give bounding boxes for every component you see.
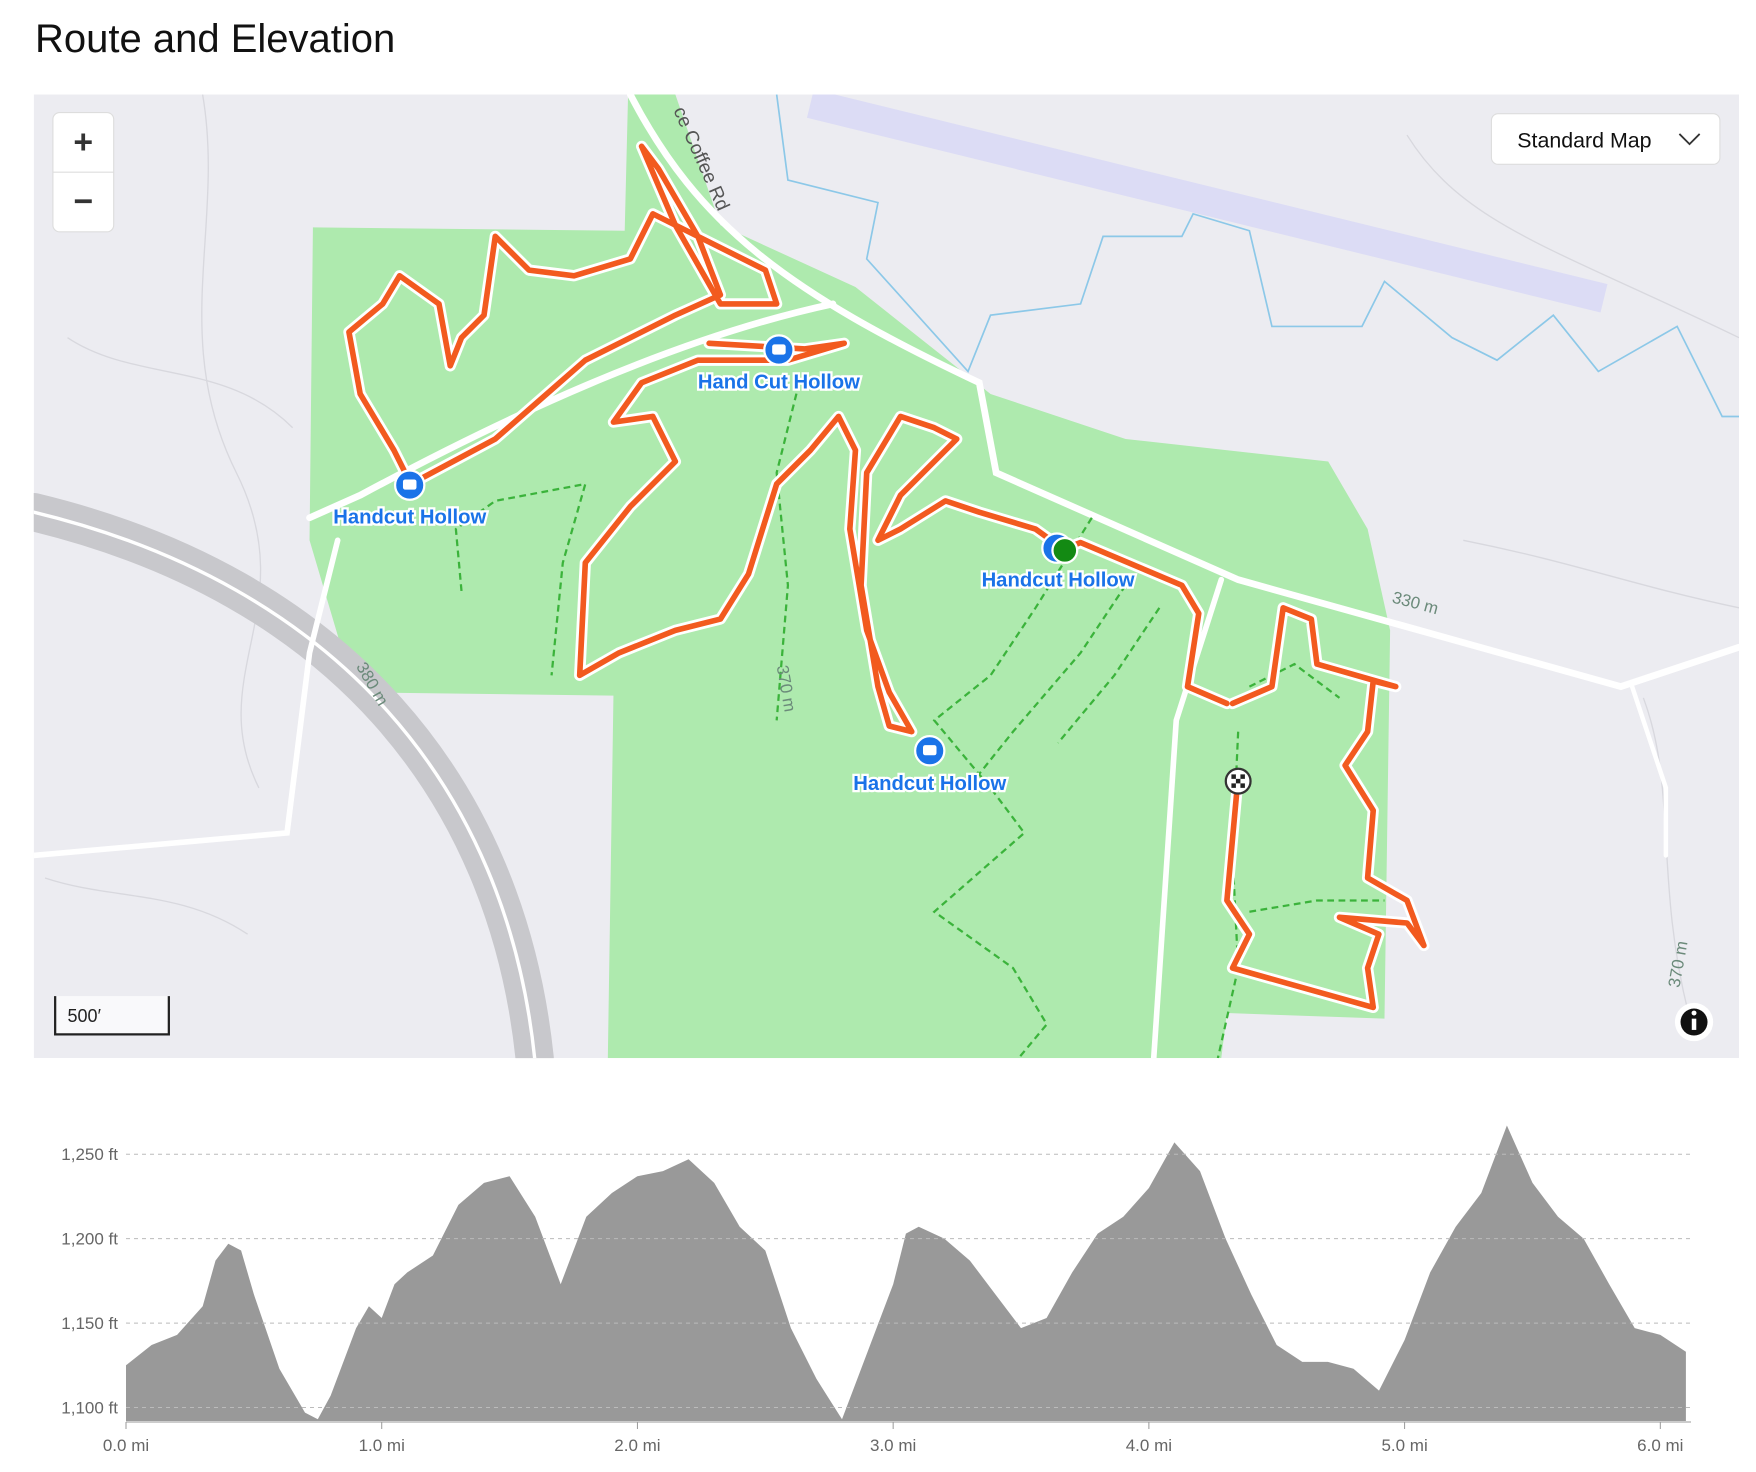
x-tick-label: 2.0 mi <box>614 1436 660 1455</box>
zoom-out[interactable]: − <box>73 183 93 221</box>
map-type-dropdown[interactable] <box>1490 113 1721 165</box>
roads <box>33 94 1740 1059</box>
x-tick-label: 3.0 mi <box>870 1436 916 1455</box>
map: 330 m 380 m 370 m 370 m ce Coffee Rd Han… <box>33 94 1740 1059</box>
trails <box>454 382 1385 1059</box>
zoom-controls: + − <box>52 111 115 233</box>
page-title: Route and Elevation <box>35 17 395 61</box>
waypoint-label: Handcut Hollow <box>982 569 1135 591</box>
stream <box>775 94 1740 418</box>
waypoint-label: Handcut Hollow <box>333 506 486 528</box>
x-tick-label: 5.0 mi <box>1381 1436 1427 1455</box>
park <box>309 94 1391 1059</box>
x-tick-label: 0.0 mi <box>103 1436 149 1455</box>
waypoint-label: Hand Cut Hollow <box>698 371 860 393</box>
y-tick-label: 1,200 ft <box>61 1230 118 1249</box>
runway <box>806 94 1608 313</box>
scale-bar <box>54 996 170 1036</box>
elevation-area <box>126 1125 1686 1421</box>
y-tick-label: 1,250 ft <box>61 1145 118 1164</box>
scale-label: 500′ <box>68 1006 102 1026</box>
contours <box>44 94 1740 1014</box>
x-tick-label: 1.0 mi <box>359 1436 405 1455</box>
dropdown-chevron <box>1678 133 1701 146</box>
x-tick-label: 6.0 mi <box>1637 1436 1683 1455</box>
elevation-chart: 1,100 ft 1,150 ft 1,200 ft 1,250 ft 0.0 mi 1.… <box>61 1125 1691 1455</box>
x-tick-label: 4.0 mi <box>1126 1436 1172 1455</box>
y-tick-label: 1,100 ft <box>61 1398 118 1417</box>
waypoint-markers <box>393 334 1252 795</box>
y-tick-label: 1,150 ft <box>61 1314 118 1333</box>
waypoint-label: Handcut Hollow <box>853 773 1006 795</box>
route <box>343 140 1430 1014</box>
map-type-label[interactable]: Standard Map <box>1517 128 1651 152</box>
zoom-in[interactable]: + <box>73 123 93 161</box>
